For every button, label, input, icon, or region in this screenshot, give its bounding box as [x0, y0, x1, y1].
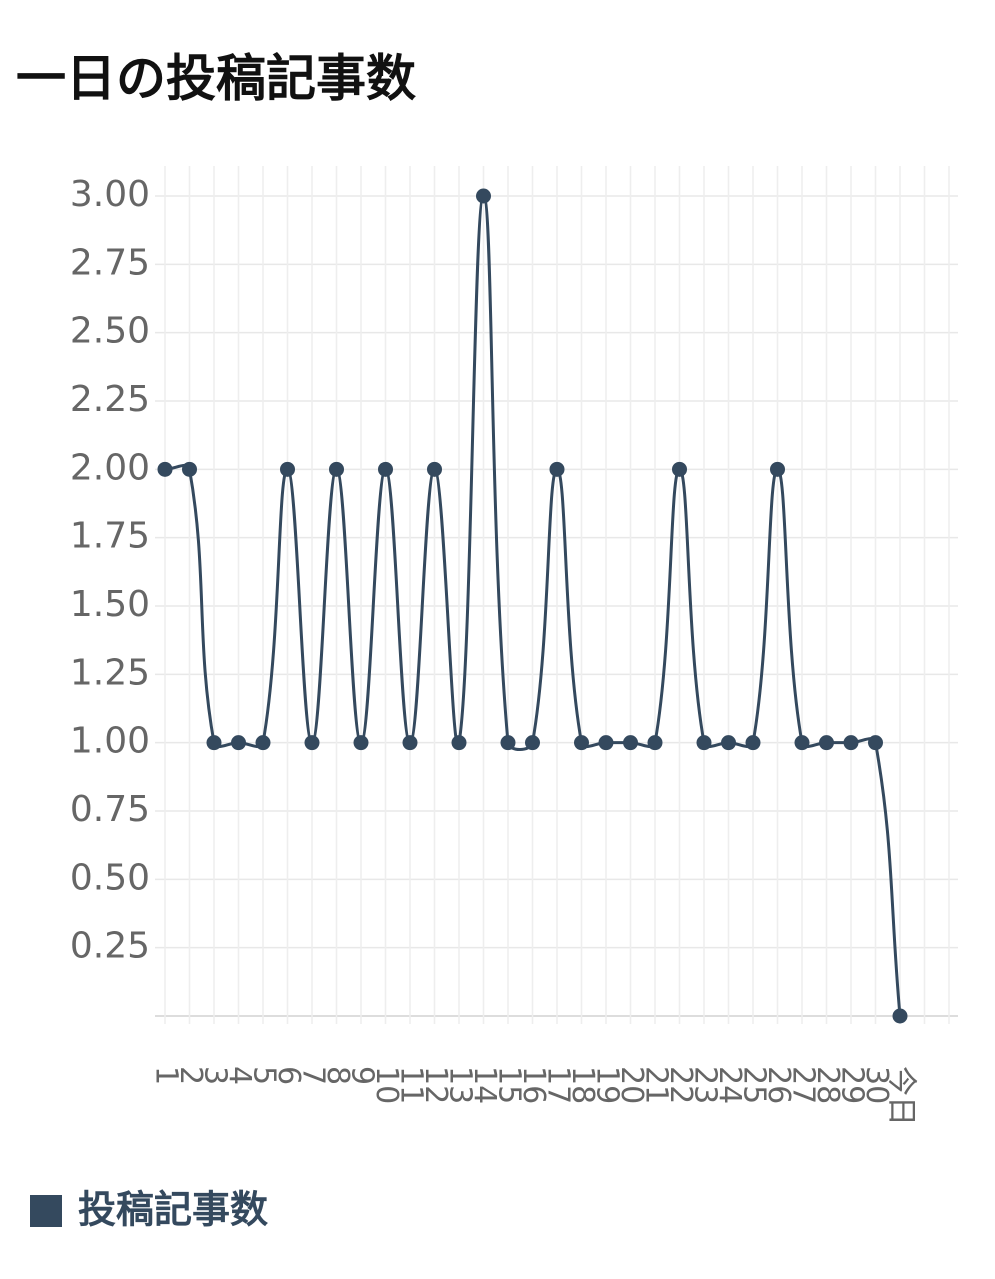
point	[745, 735, 761, 751]
y-tick-label: 1.25	[70, 652, 150, 693]
point	[231, 735, 246, 751]
y-tick-label: 0.75	[70, 789, 150, 830]
y-tick-label: 2.50	[70, 311, 150, 352]
x-tick-label: 30	[859, 1066, 894, 1104]
point	[672, 461, 687, 477]
legend-label: 投稿記事数	[78, 1188, 268, 1232]
x-tick-label: 4	[222, 1066, 257, 1085]
point	[549, 461, 565, 477]
point	[819, 735, 834, 751]
x-tick-label: 24	[712, 1066, 747, 1104]
y-tick-label: 1.75	[70, 516, 150, 557]
point	[329, 461, 344, 477]
point	[794, 735, 810, 751]
y-tick-label: 2.25	[70, 379, 150, 420]
point	[427, 461, 442, 477]
x-tick-label: 9	[345, 1066, 380, 1085]
x-tick-label: 6	[271, 1066, 306, 1085]
x-tick-label: 2	[173, 1066, 208, 1085]
x-tick-label: 26	[761, 1066, 796, 1104]
x-tick-label: 5	[247, 1066, 282, 1085]
y-tick-label: 2.75	[70, 242, 150, 283]
chart-title: 一日の投稿記事数	[16, 50, 416, 108]
x-tick-label: 23	[688, 1066, 723, 1104]
x-tick-label: 25	[737, 1066, 772, 1104]
x-tick-label: 3	[198, 1066, 233, 1085]
y-tick-label: 0.50	[70, 857, 150, 898]
y-tick-label: 3.00	[70, 174, 150, 215]
x-tick-label: 10	[369, 1066, 404, 1104]
point	[353, 735, 369, 751]
x-tick-label: 今日	[884, 1066, 919, 1126]
point	[500, 735, 516, 751]
point	[623, 735, 638, 751]
x-tick-label: 15	[492, 1066, 527, 1104]
x-tick-label: 27	[786, 1066, 821, 1104]
y-tick-label: 1.00	[70, 721, 150, 762]
point	[770, 461, 785, 477]
point	[182, 461, 197, 477]
x-tick-label: 13	[443, 1066, 478, 1104]
y-tick-label: 1.50	[70, 584, 150, 625]
y-tick-label: 2.00	[70, 447, 150, 488]
x-tick-label: 1	[149, 1066, 184, 1085]
x-tick-label: 17	[541, 1066, 576, 1104]
line-path	[164, 194, 902, 1017]
x-tick-label: 22	[663, 1066, 698, 1104]
point	[721, 735, 736, 751]
point	[696, 735, 712, 751]
x-tick-label: 16	[516, 1066, 551, 1104]
point	[598, 735, 614, 751]
point	[647, 735, 663, 751]
x-tick-label: 29	[835, 1066, 870, 1104]
point	[843, 735, 859, 751]
y-tick-label: 0.25	[70, 926, 150, 967]
x-tick-label: 18	[565, 1066, 600, 1104]
point	[525, 735, 540, 751]
x-tick-label: 11	[394, 1066, 429, 1104]
x-tick-label: 12	[418, 1066, 453, 1104]
point	[206, 735, 222, 751]
point	[402, 735, 418, 751]
x-tick-label: 14	[467, 1066, 502, 1104]
point	[378, 461, 393, 477]
point	[280, 461, 295, 477]
point	[476, 188, 491, 204]
point	[451, 735, 467, 751]
x-tick-label: 20	[614, 1066, 649, 1104]
x-tick-label: 28	[810, 1066, 845, 1104]
point	[574, 735, 589, 751]
point	[868, 735, 883, 751]
x-tick-label: 7	[296, 1066, 331, 1085]
x-tick-label: 19	[590, 1066, 625, 1104]
point	[255, 735, 271, 751]
x-tick-label: 8	[320, 1066, 355, 1085]
point	[892, 1008, 908, 1024]
x-tick-label: 21	[639, 1066, 674, 1104]
point	[157, 461, 173, 477]
legend-swatch	[30, 1195, 62, 1227]
point	[304, 735, 320, 751]
